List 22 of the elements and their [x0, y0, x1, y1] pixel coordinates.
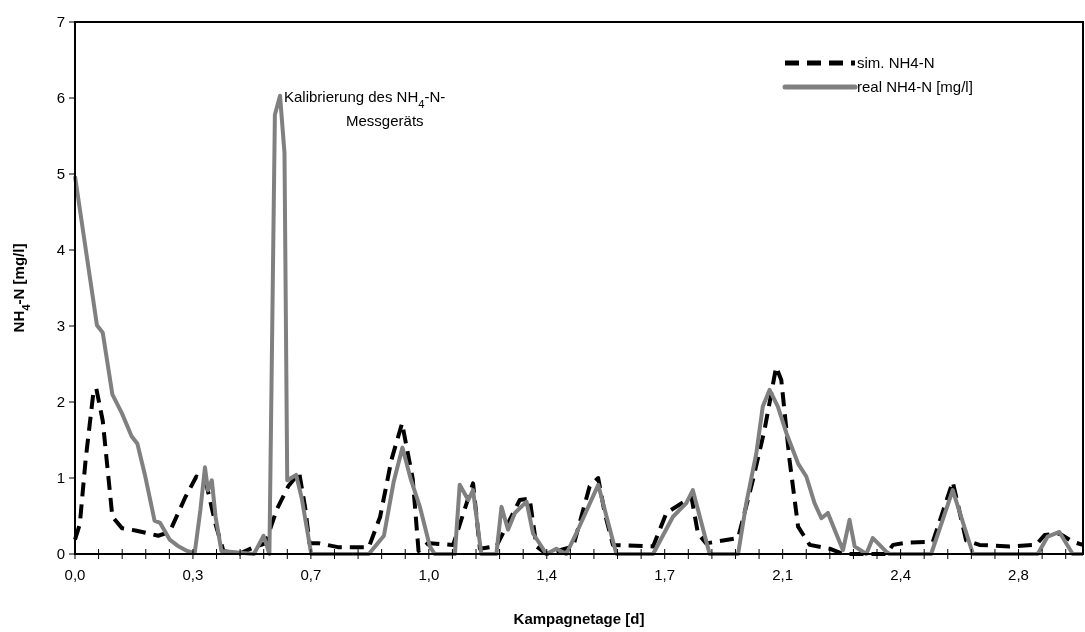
line-series [73, 93, 1085, 556]
x-axis-title: Kampagnetage [d] [513, 610, 645, 627]
y-tick-label: 3 [56, 317, 65, 335]
y-tick-label: 6 [56, 89, 65, 107]
y-tick-label: 7 [56, 13, 65, 31]
y-tick-label: 2 [56, 393, 65, 411]
x-tick-label: 1,0 [418, 566, 440, 583]
y-tick-label: 5 [56, 165, 65, 183]
legend-label: sim. NH4-N [857, 54, 935, 72]
x-tick-label: 0,0 [64, 566, 86, 583]
legend-label: real NH4-N [mg/l] [857, 78, 973, 96]
x-tick-label: 2,1 [772, 566, 794, 583]
y-tick-label: 0 [56, 545, 65, 563]
x-tick-label: 0,7 [300, 566, 322, 583]
x-tick-label: 2,8 [1008, 566, 1029, 583]
x-tick-label: 0,3 [182, 566, 204, 583]
y-tick-label: 1 [56, 469, 65, 487]
x-tick-label: 2,4 [890, 566, 912, 583]
x-tick-label: 1,7 [654, 566, 676, 583]
x-tick-label: 1,4 [536, 566, 558, 583]
y-tick-label: 4 [56, 241, 65, 259]
annotation: Kalibrierung des NH$_{4}$-N- Messgeräts [284, 87, 446, 129]
